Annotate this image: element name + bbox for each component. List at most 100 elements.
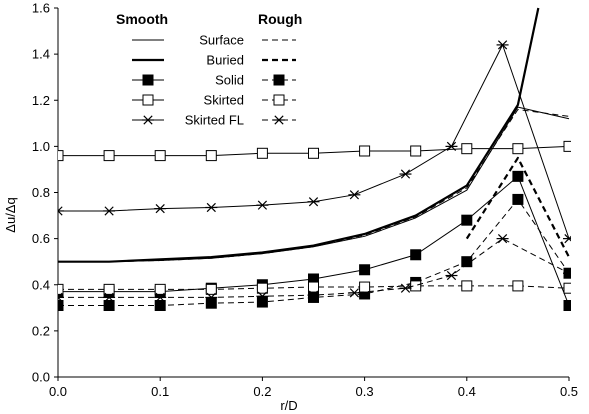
axes: 0.0 0.2 0.4 0.6 0.8 1.0 1.2 1.4 1.6 0.0 0.1 0.2 0.3 0…	[32, 1, 578, 400]
data-point-solid-rough	[256, 296, 268, 308]
series-buried-smooth	[58, 7, 540, 263]
data-point-skirted-smooth	[256, 147, 268, 159]
x-tick-label: 0.3	[356, 384, 374, 399]
x-axis-label: r/D	[280, 398, 297, 413]
y-tick-label: 1.4	[32, 47, 50, 62]
y-axis-label: Δu/Δq	[3, 197, 18, 232]
data-point-skirted-rough	[359, 281, 371, 293]
series-line-buried-smooth	[58, 7, 540, 263]
legend-label: Solid	[215, 73, 244, 88]
legend-marker-rough	[273, 115, 285, 125]
data-point-skirted-fl-rough	[348, 288, 361, 298]
series-buried-rough	[465, 156, 570, 258]
data-point-skirted-smooth	[308, 147, 319, 159]
legend-entry-solid: Solid	[132, 73, 296, 88]
data-point-solid-rough	[461, 256, 473, 268]
data-point-skirted-fl-smooth	[307, 197, 320, 207]
data-point-skirted-rough	[308, 281, 319, 293]
data-point-skirted-fl-rough	[399, 283, 412, 293]
x-tick-label: 0.2	[253, 384, 271, 399]
legend-header-smooth: Smooth	[116, 11, 168, 27]
legend-entry-skirted: Skirted	[132, 93, 296, 108]
data-point-skirted-rough	[410, 280, 422, 292]
legend-marker-smooth	[142, 74, 154, 86]
legend-label: Skirted FL	[185, 113, 244, 128]
legend-marker-smooth	[142, 115, 154, 125]
legend-label: Buried	[206, 53, 244, 68]
data-point-solid-smooth	[512, 170, 524, 182]
y-tick-label: 1.0	[32, 139, 50, 154]
data-point-skirted-rough	[256, 282, 268, 294]
legend-label: Skirted	[204, 93, 244, 108]
y-tick-label: 1.2	[32, 93, 50, 108]
y-tick-label: 0.8	[32, 185, 50, 200]
data-point-solid-smooth	[563, 300, 571, 312]
data-point-skirted-fl-rough	[496, 234, 509, 244]
data-point-skirted-smooth	[563, 140, 571, 152]
data-point-skirted-rough	[563, 282, 571, 294]
data-point-solid-rough	[512, 193, 524, 205]
data-point-skirted-smooth	[410, 145, 422, 157]
x-tick-label: 0.1	[151, 384, 169, 399]
x-tick-label: 0.5	[560, 384, 578, 399]
data-point-skirted-fl-smooth	[399, 169, 412, 179]
data-point-solid-rough	[205, 297, 217, 309]
data-point-solid-rough	[308, 291, 319, 303]
legend-label: Surface	[199, 33, 244, 48]
data-point-skirted-fl-smooth	[154, 204, 167, 214]
x-tick-label: 0.0	[49, 384, 67, 399]
data-point-skirted-rough	[205, 283, 217, 295]
data-point-skirted-rough	[461, 280, 473, 292]
data-point-skirted-smooth	[461, 143, 473, 155]
y-tick-label: 0.0	[32, 370, 50, 385]
series-skirted-rough	[58, 280, 571, 295]
data-point-skirted-fl-rough	[307, 290, 320, 300]
data-point-skirted-fl-smooth	[496, 40, 509, 50]
series-skirted-fl-rough	[58, 234, 571, 303]
data-point-skirted-fl-smooth	[103, 206, 116, 216]
data-point-skirted-rough	[512, 280, 524, 292]
data-point-skirted-fl-rough	[103, 292, 116, 303]
series-skirted-smooth	[58, 140, 571, 162]
data-point-skirted-fl-smooth	[58, 206, 64, 216]
series-skirted-fl-smooth	[58, 40, 571, 244]
data-point-solid-rough	[58, 300, 64, 312]
data-point-skirted-fl-rough	[563, 268, 571, 278]
data-point-skirted-fl-rough	[58, 292, 64, 303]
y-tick-label: 0.2	[32, 323, 50, 338]
data-point-skirted-rough	[154, 283, 166, 295]
data-point-skirted-fl-smooth	[205, 202, 218, 213]
y-tick-label: 0.6	[32, 231, 50, 246]
series-layer	[58, 7, 571, 312]
data-point-solid-smooth	[359, 264, 371, 276]
data-point-skirted-fl-smooth	[256, 200, 269, 210]
data-point-skirted-rough	[103, 283, 115, 295]
legend: Smooth Rough Surface Buried Solid Skirted Skir…	[116, 11, 302, 128]
data-point-skirted-smooth	[359, 145, 371, 157]
series-line-surface-smooth	[58, 106, 570, 263]
data-point-skirted-fl-rough	[445, 270, 458, 281]
data-point-skirted-fl-smooth	[348, 190, 361, 200]
data-point-skirted-smooth	[58, 150, 64, 162]
series-surface-smooth	[58, 106, 570, 263]
series-solid-rough	[58, 193, 571, 312]
data-point-skirted-fl-smooth	[445, 141, 458, 151]
data-point-solid-smooth	[410, 249, 422, 261]
data-point-skirted-smooth	[205, 150, 217, 162]
series-line-surface-rough	[58, 108, 570, 263]
data-point-skirted-smooth	[154, 150, 166, 162]
data-point-skirted-fl-rough	[256, 291, 269, 301]
legend-marker-rough	[273, 94, 285, 106]
data-point-skirted-smooth	[512, 143, 524, 155]
data-point-skirted-smooth	[103, 150, 115, 162]
data-point-solid-smooth	[461, 214, 473, 226]
data-point-skirted-rough	[58, 283, 64, 295]
y-tick-label: 1.6	[32, 1, 50, 16]
x-tick-label: 0.4	[458, 384, 476, 399]
data-point-skirted-fl-rough	[205, 292, 218, 303]
legend-entry-skirted-fl: Skirted FL	[132, 113, 296, 128]
legend-marker-rough	[273, 74, 285, 86]
data-point-skirted-fl-rough	[154, 292, 167, 303]
legend-marker-smooth	[142, 94, 154, 106]
